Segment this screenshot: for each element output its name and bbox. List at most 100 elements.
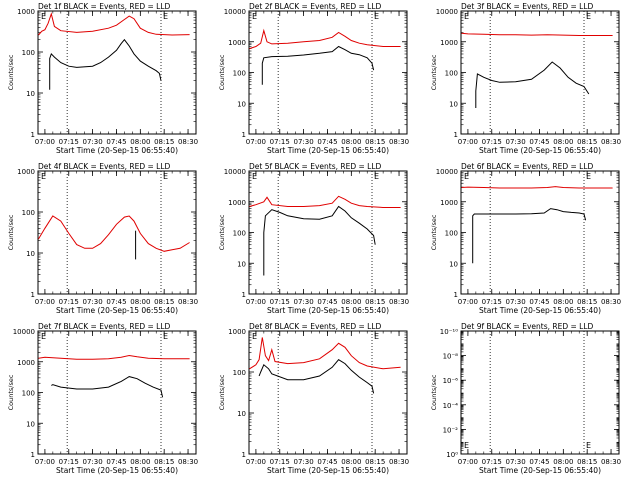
x-tick-label: 08:30 — [389, 138, 409, 146]
x-tick-label: 07:45 — [317, 458, 337, 466]
plot-frame — [460, 330, 620, 455]
x-tick-label: 08:15 — [365, 298, 385, 306]
y-tick-label: 10⁻¹⁰ — [440, 328, 458, 336]
y-tick-label: 1 — [31, 451, 35, 459]
x-axis-label: Start Time (20-Sep-15 06:55:40) — [479, 466, 601, 475]
x-tick-label: 07:30 — [294, 298, 314, 306]
x-tick-label: 08:15 — [577, 458, 597, 466]
x-tick-label: 07:30 — [294, 458, 314, 466]
plot-frame — [248, 170, 408, 295]
y-tick-label: 100 — [233, 70, 246, 78]
y-tick-label: 10⁰ — [446, 451, 458, 459]
plot-frame — [248, 10, 408, 135]
x-tick-label: 07:15 — [482, 458, 502, 466]
plot-panel-1: 1 10 100 1000 07:00 07:15 07:30 07:45 08:00 08:15… — [7, 2, 198, 155]
y-tick-label: 10 — [26, 420, 35, 428]
y-tick-label: 1 — [31, 131, 35, 139]
x-tick-label: 08:30 — [601, 138, 621, 146]
flag-label: E — [374, 332, 379, 341]
x-tick-label: 07:30 — [506, 138, 526, 146]
x-tick-label: 08:00 — [341, 298, 361, 306]
x-axis-label: Start Time (20-Sep-15 06:55:40) — [56, 466, 178, 475]
plot-panel-7: 1 10 100 1000 10000 07:00 07:15 07:30 07:45 08:00… — [7, 322, 198, 475]
x-tick-label: 07:30 — [506, 458, 526, 466]
y-tick-label: 10 — [237, 100, 246, 108]
x-tick-label: 07:15 — [270, 458, 290, 466]
x-tick-label: 08:15 — [365, 458, 385, 466]
plot-title: Det 8f BLACK = Events, RED = LLD — [249, 322, 382, 331]
y-tick-label: 10000 — [436, 168, 458, 176]
x-tick-label: 07:45 — [106, 138, 126, 146]
x-axis-label: Start Time (20-Sep-15 06:55:40) — [479, 306, 601, 315]
y-axis-label: Counts/sec — [430, 214, 438, 250]
x-tick-label: 08:30 — [178, 458, 198, 466]
y-tick-label: 1 — [242, 451, 246, 459]
plot-title: Det 6f BLACK = Events, RED = LLD — [461, 162, 594, 171]
flag-label: E — [464, 441, 469, 450]
x-axis-label: Start Time (20-Sep-15 06:55:40) — [56, 306, 178, 315]
y-tick-label: 10000 — [224, 8, 246, 16]
flag-label: E — [41, 12, 46, 21]
y-tick-label: 10000 — [224, 168, 246, 176]
x-tick-label: 07:15 — [59, 458, 79, 466]
x-tick-label: 07:45 — [106, 298, 126, 306]
series-line-events — [263, 205, 376, 276]
x-tick-label: 08:15 — [577, 138, 597, 146]
plot-panel-6: 1 10 100 1000 10000 07:00 07:15 07:30 07:45 08:00… — [430, 162, 621, 315]
y-axis-label: Counts/sec — [7, 54, 15, 90]
plot-title: Det 9f BLACK = Events, RED = LLD — [461, 322, 594, 331]
x-axis-label: Start Time (20-Sep-15 06:55:40) — [56, 146, 178, 155]
plot-panel-2: 1 10 100 1000 10000 07:00 07:15 07:30 07:45 08:00… — [218, 2, 409, 155]
x-tick-label: 08:15 — [154, 298, 174, 306]
y-tick-label: 10000 — [436, 8, 458, 16]
y-tick-label: 1 — [31, 291, 35, 299]
y-tick-label: 1000 — [17, 168, 35, 176]
plot-title: Det 1f BLACK = Events, RED = LLD — [38, 2, 171, 11]
series-line-lld — [38, 354, 190, 360]
flag-label: E — [163, 332, 168, 341]
x-tick-label: 08:15 — [154, 458, 174, 466]
x-axis-label: Start Time (20-Sep-15 06:55:40) — [479, 146, 601, 155]
y-tick-label: 100 — [445, 230, 458, 238]
x-tick-label: 08:00 — [553, 458, 573, 466]
series-line-lld — [461, 32, 613, 36]
y-tick-label: 1000 — [17, 8, 35, 16]
series-line-lld — [249, 195, 401, 208]
y-tick-label: 1000 — [228, 199, 246, 207]
x-tick-label: 08:15 — [365, 138, 385, 146]
plot-frame — [460, 10, 620, 135]
y-tick-label: 100 — [233, 230, 246, 238]
x-tick-label: 07:30 — [83, 138, 103, 146]
y-tick-label: 10⁻⁴ — [443, 402, 459, 410]
plot-title: Det 7f BLACK = Events, RED = LLD — [38, 322, 171, 331]
plot-frame — [248, 330, 408, 455]
plot-frame — [37, 330, 197, 455]
y-tick-label: 10 — [26, 90, 35, 98]
y-tick-label: 10 — [26, 250, 35, 258]
x-tick-label: 07:30 — [506, 298, 526, 306]
flag-label: E — [586, 12, 591, 21]
flag-label: E — [252, 332, 257, 341]
series-line-events — [258, 359, 375, 394]
x-axis-label: Start Time (20-Sep-15 06:55:40) — [267, 466, 389, 475]
series-line-events — [51, 376, 164, 398]
x-tick-label: 08:00 — [341, 138, 361, 146]
flag-label: E — [374, 172, 379, 181]
x-tick-label: 07:00 — [35, 298, 55, 306]
x-tick-label: 07:00 — [246, 138, 266, 146]
x-tick-label: 08:30 — [178, 138, 198, 146]
x-tick-label: 08:30 — [389, 298, 409, 306]
x-tick-label: 07:15 — [270, 298, 290, 306]
x-tick-label: 08:00 — [130, 458, 150, 466]
y-tick-label: 100 — [22, 390, 35, 398]
x-tick-label: 08:30 — [389, 458, 409, 466]
flag-label: E — [374, 12, 379, 21]
x-tick-label: 08:00 — [130, 138, 150, 146]
plot-panel-8: 1 10 100 1000 07:00 07:15 07:30 07:45 08:00 08:15… — [218, 322, 409, 475]
series-line-events — [49, 38, 162, 90]
y-tick-label: 100 — [445, 70, 458, 78]
y-tick-label: 100 — [22, 49, 35, 57]
y-tick-label: 1000 — [17, 359, 35, 367]
x-tick-label: 07:15 — [59, 298, 79, 306]
